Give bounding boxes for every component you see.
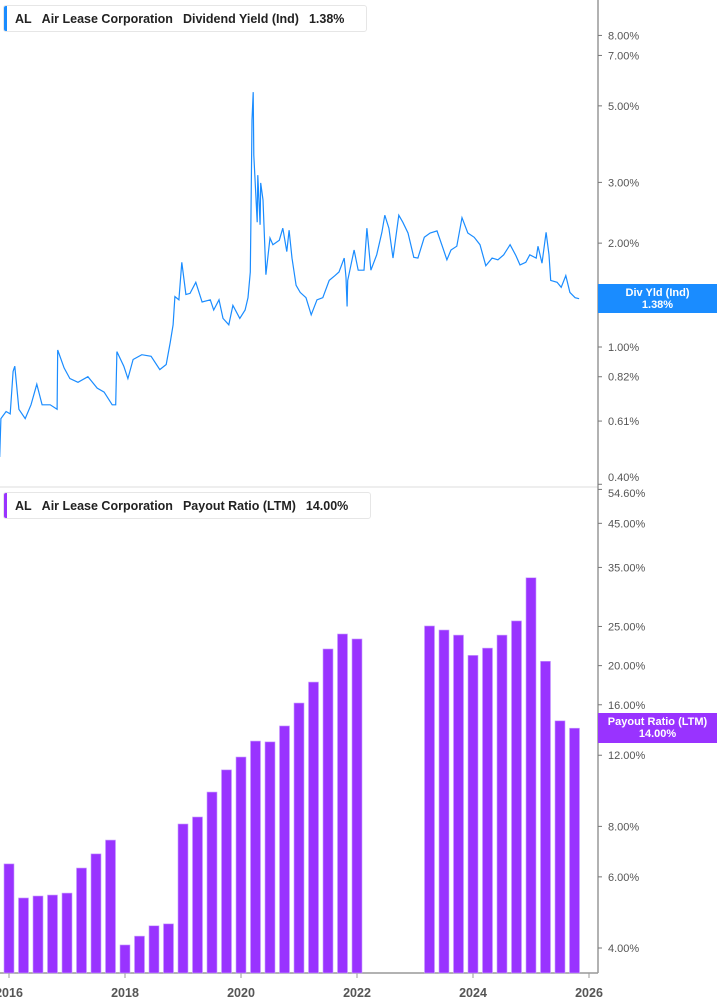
payout-bar	[90, 853, 102, 974]
payout-bar	[47, 894, 58, 974]
payout-legend[interactable]: AL Air Lease Corporation Payout Ratio (L…	[3, 492, 372, 519]
payout-bar	[250, 740, 261, 974]
x-tick-label: 2026	[575, 986, 603, 1000]
payout-bar	[279, 725, 290, 974]
legend-metric: Dividend Yield (Ind)	[182, 11, 299, 26]
payout-tick-label: 6.00%	[608, 872, 639, 884]
legend-value: 14.00%	[305, 498, 349, 513]
payout-tick-label: 54.60%	[608, 488, 646, 500]
payout-bar	[192, 816, 203, 974]
payout-bars	[3, 577, 580, 974]
legend-ticker: AL	[15, 11, 32, 26]
legend-company: Air Lease Corporation	[41, 498, 173, 513]
payout-tick-label: 45.00%	[608, 518, 646, 530]
legend-ticker: AL	[15, 498, 32, 513]
payout-bar	[264, 741, 276, 974]
payout-bar	[235, 756, 247, 974]
payout-bar	[467, 655, 479, 974]
x-axis: 2016 2018 2020 2022 2024 2026	[0, 973, 603, 1000]
payout-bar	[337, 633, 348, 974]
payout-bar	[496, 634, 508, 974]
payout-tick-label: 4.00%	[608, 943, 639, 955]
x-tick-label: 2022	[343, 986, 371, 1000]
yield-legend[interactable]: AL Air Lease Corporation Dividend Yield …	[3, 5, 368, 32]
payout-bar	[525, 577, 537, 974]
yield-tick-label: 0.40%	[608, 472, 639, 484]
x-tick-label: 2018	[111, 986, 139, 1000]
legend-company: Air Lease Corporation	[41, 11, 173, 26]
payout-bar	[540, 660, 551, 974]
payout-bar	[163, 923, 174, 974]
yield-tick-label: 5.00%	[608, 101, 639, 113]
payout-bar	[221, 769, 232, 974]
payout-bar	[119, 944, 131, 974]
legend-value: 1.38%	[308, 11, 345, 26]
payout-bar	[148, 925, 160, 974]
payout-bar	[424, 625, 435, 974]
payout-bar	[438, 629, 450, 974]
yield-tick-label: 2.00%	[608, 238, 639, 250]
payout-price-label: Payout Ratio (LTM) 14.00%	[598, 713, 717, 743]
payout-bar	[351, 638, 363, 974]
x-tick-label: 2020	[227, 986, 255, 1000]
payout-price-label-name: Payout Ratio (LTM)	[607, 716, 708, 728]
payout-tick-label: 20.00%	[608, 661, 646, 673]
payout-bar	[511, 620, 522, 974]
yield-tick-label: 1.00%	[608, 342, 639, 354]
payout-bar	[308, 681, 319, 974]
legend-metric: Payout Ratio (LTM)	[182, 498, 296, 513]
yield-tick-label: 0.82%	[608, 372, 639, 384]
payout-bar	[482, 647, 493, 974]
payout-y-axis: 54.60% 45.00% 35.00% 25.00% 20.00% 16.00% 12.0…	[598, 488, 646, 955]
yield-tick-label: 3.00%	[608, 177, 639, 189]
payout-price-label-value: 14.00%	[638, 728, 677, 740]
payout-tick-label: 25.00%	[608, 621, 646, 633]
payout-bar	[76, 867, 87, 974]
payout-tick-label: 16.00%	[608, 700, 646, 712]
payout-bar	[3, 863, 15, 974]
payout-tick-label: 8.00%	[608, 821, 639, 833]
payout-tick-label: 35.00%	[608, 562, 646, 574]
yield-tick-label: 0.61%	[608, 416, 639, 428]
payout-bar	[569, 727, 580, 974]
payout-bar	[293, 702, 305, 974]
payout-bar	[18, 897, 29, 974]
yield-series-line	[0, 92, 580, 458]
payout-tick-label: 12.00%	[608, 750, 646, 762]
yield-tick-label: 8.00%	[608, 30, 639, 42]
payout-bar	[105, 839, 116, 974]
payout-bar	[32, 895, 44, 974]
x-tick-label: 2024	[459, 986, 487, 1000]
yield-y-axis: 8.00% 7.00% 5.00% 3.00% 2.00% 1.00% 0.82% 0.61%…	[598, 30, 639, 485]
payout-bar	[206, 791, 218, 974]
yield-price-label-name: Div Yld (Ind)	[625, 287, 690, 299]
yield-legend-color	[4, 6, 7, 31]
payout-bar	[322, 648, 334, 974]
payout-bar	[134, 935, 145, 974]
payout-bar	[453, 634, 464, 974]
payout-bar	[554, 720, 566, 974]
yield-tick-label: 7.00%	[608, 50, 639, 62]
payout-bar	[177, 823, 189, 974]
payout-bar	[61, 892, 73, 974]
payout-legend-color	[4, 493, 7, 518]
x-tick-label: 2016	[0, 986, 23, 1000]
yield-price-label-value: 1.38%	[641, 299, 674, 311]
yield-price-label: Div Yld (Ind) 1.38%	[598, 284, 717, 313]
